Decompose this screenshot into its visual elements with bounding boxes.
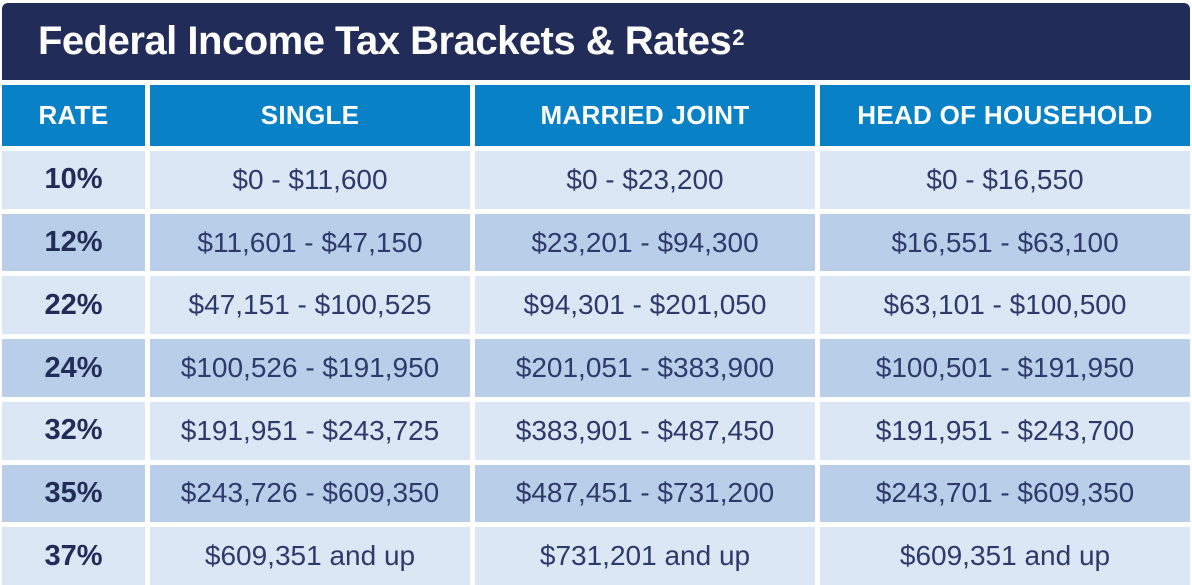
column-header-rate: RATE <box>2 85 145 146</box>
head-of-household-cell: $100,501 - $191,950 <box>820 339 1190 397</box>
table-row: 10% $0 - $11,600 $0 - $23,200 $0 - $16,5… <box>2 151 1190 209</box>
married-joint-cell: $23,201 - $94,300 <box>475 213 815 272</box>
table-row: 12% $11,601 - $47,150 $23,201 - $94,300 … <box>2 213 1190 272</box>
head-of-household-cell: $191,951 - $243,700 <box>820 401 1190 460</box>
table-row: 37% $609,351 and up $731,201 and up $609… <box>2 527 1190 585</box>
rate-cell: 32% <box>2 401 145 460</box>
married-joint-cell: $487,451 - $731,200 <box>475 464 815 523</box>
table-row: 32% $191,951 - $243,725 $383,901 - $487,… <box>2 401 1190 460</box>
married-joint-cell: $201,051 - $383,900 <box>475 339 815 397</box>
column-header-head-of-household: HEAD OF HOUSEHOLD <box>820 85 1190 146</box>
rate-cell: 35% <box>2 464 145 523</box>
single-cell: $11,601 - $47,150 <box>150 213 470 272</box>
single-cell: $243,726 - $609,350 <box>150 464 470 523</box>
married-joint-cell: $383,901 - $487,450 <box>475 401 815 460</box>
single-cell: $191,951 - $243,725 <box>150 401 470 460</box>
rate-cell: 22% <box>2 276 145 335</box>
table-row: 22% $47,151 - $100,525 $94,301 - $201,05… <box>2 276 1190 335</box>
head-of-household-cell: $16,551 - $63,100 <box>820 213 1190 272</box>
single-cell: $47,151 - $100,525 <box>150 276 470 335</box>
rate-cell: 37% <box>2 527 145 585</box>
head-of-household-cell: $609,351 and up <box>820 527 1190 585</box>
single-cell: $0 - $11,600 <box>150 151 470 209</box>
table-header-row: RATE SINGLE MARRIED JOINT HEAD OF HOUSEH… <box>2 85 1190 146</box>
single-cell: $100,526 - $191,950 <box>150 339 470 397</box>
married-joint-cell: $731,201 and up <box>475 527 815 585</box>
head-of-household-cell: $63,101 - $100,500 <box>820 276 1190 335</box>
married-joint-cell: $0 - $23,200 <box>475 151 815 209</box>
rate-cell: 10% <box>2 151 145 209</box>
head-of-household-cell: $0 - $16,550 <box>820 151 1190 209</box>
head-of-household-cell: $243,701 - $609,350 <box>820 464 1190 523</box>
single-cell: $609,351 and up <box>150 527 470 585</box>
column-header-single: SINGLE <box>150 85 470 146</box>
rate-cell: 12% <box>2 213 145 272</box>
page-title: Federal Income Tax Brackets & Rates <box>38 19 732 63</box>
rate-cell: 24% <box>2 339 145 397</box>
married-joint-cell: $94,301 - $201,050 <box>475 276 815 335</box>
table-row: 24% $100,526 - $191,950 $201,051 - $383,… <box>2 339 1190 397</box>
column-header-married-joint: MARRIED JOINT <box>475 85 815 146</box>
table-row: 35% $243,726 - $609,350 $487,451 - $731,… <box>2 464 1190 523</box>
title-bar: Federal Income Tax Brackets & Rates 2 <box>2 3 1190 80</box>
